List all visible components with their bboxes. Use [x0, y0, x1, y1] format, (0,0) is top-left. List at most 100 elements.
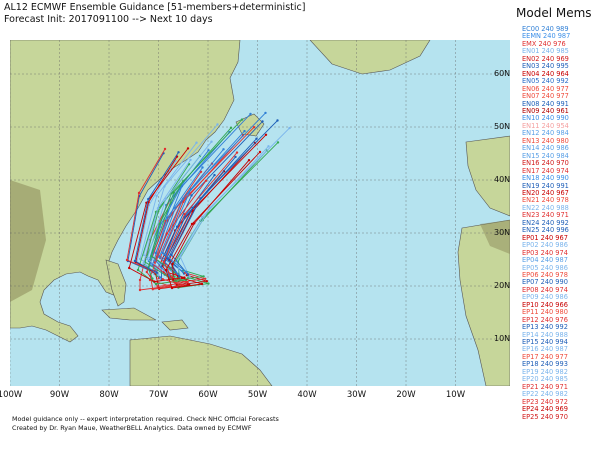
legend-item: EP13 240 992 — [522, 323, 568, 332]
track-point — [249, 112, 252, 116]
legend-item: EN25 240 996 — [522, 226, 569, 235]
track-point — [186, 147, 190, 150]
track-point — [147, 197, 150, 201]
legend-item: EP05 240 986 — [522, 263, 568, 272]
track-point — [157, 273, 160, 277]
track-point — [158, 222, 161, 225]
longitude-tick-label: 30W — [346, 390, 367, 400]
track-point — [136, 268, 140, 272]
ensemble-tracks — [125, 111, 291, 292]
ensemble-track — [165, 151, 261, 289]
legend-item: EN06 240 977 — [522, 84, 569, 93]
legend-item: EC00 240 989 — [522, 25, 569, 33]
legend-item: EP20 240 985 — [522, 375, 568, 384]
track-point — [128, 266, 131, 270]
ensemble-track — [147, 181, 184, 279]
track-point — [164, 197, 167, 201]
track-point — [175, 225, 179, 228]
track-point — [162, 260, 165, 264]
longitude-tick-label: 100W — [0, 390, 23, 400]
latitude-tick-label: 50N — [494, 122, 511, 131]
track-point — [186, 281, 189, 284]
longitude-tick-label: 60W — [198, 390, 218, 400]
legend-item: EMX 240 976 — [522, 39, 566, 48]
rocky-mountains-shading — [10, 180, 46, 302]
south-america-landmass — [129, 335, 273, 386]
legend-item: EN24 240 992 — [522, 218, 569, 227]
footer-disclaimer: Model guidance only -- expert interpreta… — [12, 415, 279, 423]
ensemble-track — [155, 113, 251, 272]
ensemble-track — [168, 142, 256, 278]
track-point — [235, 151, 239, 154]
ensemble-track — [163, 152, 238, 278]
ensemble-track — [164, 156, 236, 279]
legend-item: EP08 240 974 — [522, 285, 568, 294]
track-point — [201, 166, 204, 169]
legend-item: EEMN 240 987 — [522, 32, 571, 41]
track-point — [188, 275, 191, 279]
legend-item: EP01 240 967 — [522, 233, 568, 242]
track-point — [138, 278, 142, 282]
track-point — [155, 271, 158, 274]
legend-item: EP21 240 971 — [522, 382, 568, 391]
legend-item: EP02 240 986 — [522, 241, 568, 250]
track-point — [195, 141, 198, 144]
track-point — [234, 155, 237, 159]
legend-item: EN11 240 954 — [522, 121, 569, 130]
latitude-tick-label: 60N — [494, 69, 511, 78]
track-point — [158, 255, 161, 259]
track-point — [243, 129, 246, 133]
greenland — [309, 40, 431, 75]
longitude-tick-label: 50W — [247, 390, 268, 400]
track-point — [145, 270, 148, 274]
ensemble-track — [152, 167, 203, 278]
track-point — [201, 215, 204, 219]
track-point — [151, 288, 154, 291]
legend-item: EN03 240 995 — [522, 62, 569, 71]
track-point — [247, 159, 251, 162]
legend-item: EN07 240 977 — [522, 92, 569, 101]
track-point — [145, 257, 149, 261]
legend-item: EP03 240 974 — [522, 248, 568, 257]
legend-item: EP11 240 980 — [522, 308, 568, 317]
track-point — [180, 276, 184, 280]
legend-item: EN19 240 991 — [522, 181, 569, 190]
ensemble-track — [128, 148, 189, 283]
longitude-tick-label: 70W — [148, 390, 169, 400]
track-point — [138, 288, 142, 292]
track-point — [161, 251, 164, 255]
footer: Model guidance only -- expert interpreta… — [12, 415, 279, 433]
track-point — [276, 119, 279, 122]
legend-item: EN08 240 991 — [522, 99, 569, 108]
track-point — [153, 280, 156, 283]
track-point — [202, 275, 205, 278]
hispaniola — [161, 319, 189, 331]
legend-item: EP16 240 987 — [522, 345, 568, 354]
legend-item: EN01 240 985 — [522, 47, 569, 56]
legend-item: EP23 240 972 — [522, 397, 568, 406]
track-point — [204, 179, 208, 182]
ensemble-track — [134, 152, 179, 274]
legend-item: EP15 240 994 — [522, 338, 568, 347]
track-point — [276, 141, 280, 144]
track-point — [183, 213, 186, 216]
ensemble-track — [146, 141, 212, 274]
track-point — [158, 276, 162, 279]
legend-item: EN13 240 980 — [522, 136, 569, 145]
legend-item: EN12 240 984 — [522, 129, 569, 138]
legend-item: EP06 240 978 — [522, 270, 568, 279]
ensemble-track — [126, 148, 166, 272]
chart-header: AL12 ECMWF Ensemble Guidance [51-members… — [4, 2, 305, 26]
track-point — [163, 147, 167, 151]
legend-item: EP17 240 977 — [522, 352, 568, 361]
track-point — [181, 284, 184, 287]
track-point — [208, 206, 212, 209]
map-panel — [10, 40, 510, 386]
legend-item: EN04 240 964 — [522, 69, 569, 78]
track-point — [170, 286, 174, 290]
latitude-tick-label: 40N — [494, 175, 511, 184]
legend-item: EP12 240 976 — [522, 315, 568, 324]
longitude-tick-label: 80W — [99, 390, 119, 400]
track-point — [213, 173, 216, 177]
iberia-landmass — [465, 135, 510, 217]
